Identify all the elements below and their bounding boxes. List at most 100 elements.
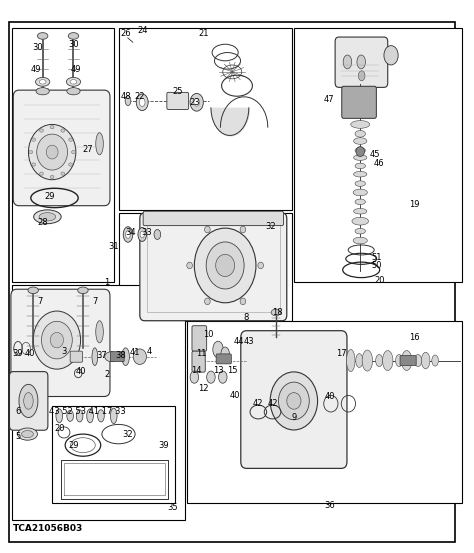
Ellipse shape <box>355 199 365 205</box>
Bar <box>294 28 462 282</box>
Text: 41: 41 <box>130 348 140 357</box>
Text: 9: 9 <box>291 413 297 422</box>
FancyBboxPatch shape <box>216 354 231 364</box>
Text: 42: 42 <box>267 399 278 408</box>
Ellipse shape <box>351 121 370 128</box>
FancyBboxPatch shape <box>335 37 388 87</box>
Text: 45: 45 <box>369 150 380 159</box>
Ellipse shape <box>194 228 256 303</box>
Text: 32: 32 <box>123 430 133 439</box>
Ellipse shape <box>271 309 281 316</box>
Text: 42: 42 <box>253 399 264 408</box>
Text: 49: 49 <box>71 65 81 74</box>
FancyBboxPatch shape <box>192 326 207 351</box>
Ellipse shape <box>110 408 117 424</box>
Ellipse shape <box>105 352 118 362</box>
Text: 20: 20 <box>374 276 384 285</box>
Ellipse shape <box>28 124 76 180</box>
Text: 50: 50 <box>372 261 382 270</box>
Ellipse shape <box>37 134 68 170</box>
Ellipse shape <box>139 98 145 106</box>
Ellipse shape <box>37 33 48 39</box>
Text: 23: 23 <box>189 98 200 107</box>
Ellipse shape <box>221 347 229 361</box>
Ellipse shape <box>395 354 402 367</box>
Text: 46: 46 <box>374 159 384 168</box>
Ellipse shape <box>187 262 192 269</box>
Ellipse shape <box>39 172 44 175</box>
FancyBboxPatch shape <box>140 213 287 321</box>
Text: 48: 48 <box>120 92 131 101</box>
Text: 14: 14 <box>191 366 202 375</box>
Ellipse shape <box>216 254 235 276</box>
Bar <box>118 28 292 210</box>
Ellipse shape <box>355 131 365 137</box>
Ellipse shape <box>36 87 49 95</box>
Ellipse shape <box>56 409 63 423</box>
Ellipse shape <box>39 213 56 221</box>
Ellipse shape <box>353 189 367 196</box>
Bar <box>147 221 280 312</box>
Text: 31: 31 <box>109 242 119 251</box>
Text: 39: 39 <box>158 441 169 450</box>
Bar <box>12 28 114 282</box>
Ellipse shape <box>279 382 309 420</box>
Ellipse shape <box>414 354 422 367</box>
Ellipse shape <box>69 138 73 142</box>
FancyBboxPatch shape <box>110 352 124 362</box>
Ellipse shape <box>50 126 54 129</box>
Ellipse shape <box>357 55 365 69</box>
Ellipse shape <box>96 321 103 343</box>
Text: 40: 40 <box>229 391 240 400</box>
Ellipse shape <box>138 228 146 242</box>
Text: 7: 7 <box>37 297 43 306</box>
Ellipse shape <box>78 287 88 294</box>
Ellipse shape <box>33 311 81 369</box>
Text: 30: 30 <box>68 40 79 49</box>
Text: 2: 2 <box>104 370 109 379</box>
Ellipse shape <box>154 229 161 239</box>
Text: 51: 51 <box>372 253 382 262</box>
Ellipse shape <box>354 208 367 214</box>
Text: 28: 28 <box>37 218 48 227</box>
Text: 22: 22 <box>135 92 145 101</box>
Text: 39: 39 <box>13 349 23 358</box>
Ellipse shape <box>401 351 412 371</box>
FancyBboxPatch shape <box>143 211 283 226</box>
FancyBboxPatch shape <box>70 351 82 362</box>
Text: 40: 40 <box>24 349 35 358</box>
Text: 29: 29 <box>68 441 79 450</box>
Text: 40: 40 <box>324 392 335 401</box>
FancyBboxPatch shape <box>9 372 48 430</box>
Text: 37: 37 <box>97 351 107 359</box>
FancyBboxPatch shape <box>167 92 189 109</box>
Ellipse shape <box>383 351 393 371</box>
Ellipse shape <box>68 33 79 39</box>
Ellipse shape <box>352 217 369 225</box>
Text: 30: 30 <box>33 43 43 51</box>
Text: 8: 8 <box>244 314 249 322</box>
Ellipse shape <box>240 298 246 305</box>
Text: 10: 10 <box>203 330 214 339</box>
Text: 20: 20 <box>54 424 64 433</box>
Ellipse shape <box>354 138 367 144</box>
Text: TCA21056B03: TCA21056B03 <box>13 524 83 533</box>
Ellipse shape <box>355 148 365 153</box>
Ellipse shape <box>34 210 61 224</box>
Text: 35: 35 <box>168 503 178 512</box>
Ellipse shape <box>19 384 38 418</box>
Ellipse shape <box>207 371 215 383</box>
Ellipse shape <box>421 352 430 369</box>
Ellipse shape <box>122 348 129 366</box>
Ellipse shape <box>343 55 352 69</box>
Ellipse shape <box>356 354 363 368</box>
Ellipse shape <box>76 410 83 422</box>
Ellipse shape <box>375 354 383 367</box>
Ellipse shape <box>258 262 264 269</box>
Ellipse shape <box>219 371 227 383</box>
Ellipse shape <box>32 163 36 166</box>
Text: 16: 16 <box>410 333 420 342</box>
Ellipse shape <box>69 163 73 166</box>
Ellipse shape <box>28 287 38 294</box>
FancyBboxPatch shape <box>192 351 205 372</box>
